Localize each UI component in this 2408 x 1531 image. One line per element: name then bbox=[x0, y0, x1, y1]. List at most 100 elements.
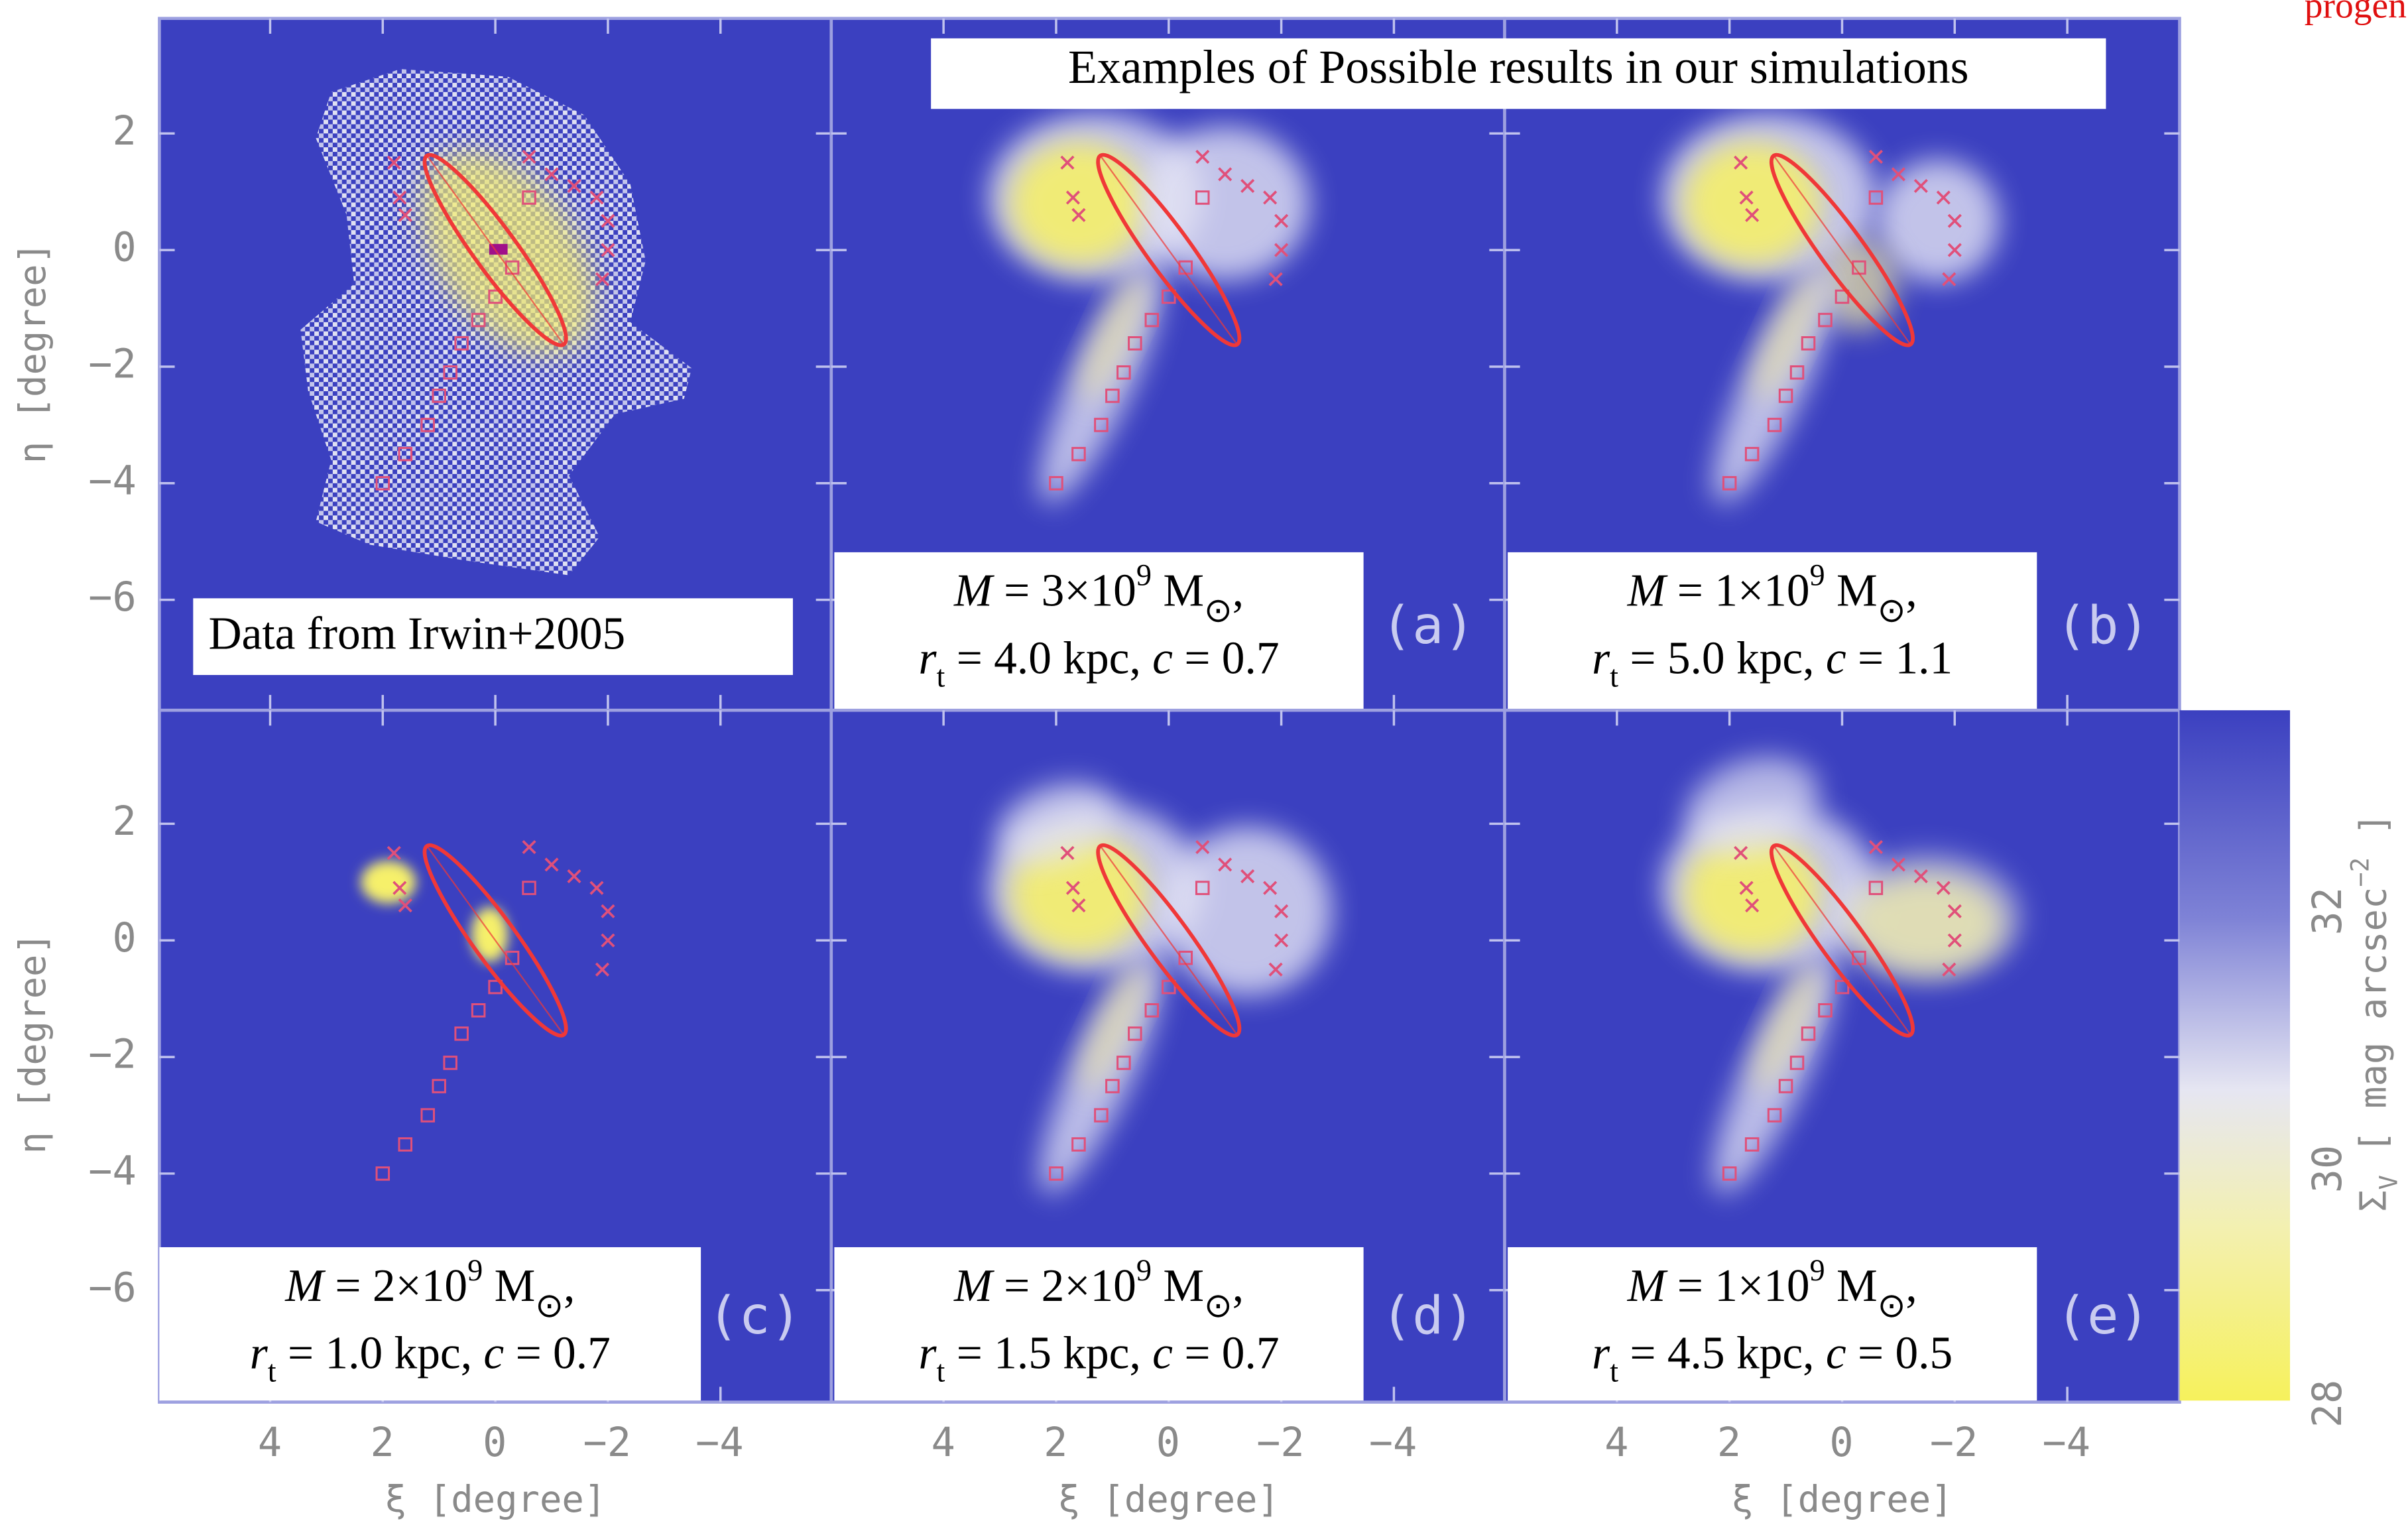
caption-part: 9 bbox=[467, 1254, 483, 1288]
caption-part: = 0.7 bbox=[504, 1327, 611, 1378]
y-tick-label: 2 bbox=[112, 108, 136, 154]
caption-part: c bbox=[1152, 633, 1173, 684]
colorbar bbox=[2179, 710, 2290, 1400]
caption-part: , bbox=[1233, 1260, 1244, 1312]
caption-part: r bbox=[918, 633, 937, 684]
caption-part: ⊙ bbox=[1878, 592, 1906, 629]
caption-part: = 0.7 bbox=[1173, 1327, 1280, 1378]
density-blob bbox=[361, 861, 416, 904]
x-tick-label: 2 bbox=[370, 1420, 394, 1466]
caption-part: M bbox=[284, 1260, 326, 1312]
caption-part: c bbox=[1826, 1327, 1846, 1378]
panel-tag: (e) bbox=[2056, 1285, 2150, 1346]
colorbar-tick-label: 28 bbox=[2305, 1380, 2351, 1428]
caption-part: , bbox=[1233, 566, 1244, 617]
caption-part: , bbox=[1905, 1260, 1917, 1312]
caption-part: = 5.0 kpc, bbox=[1618, 633, 1826, 684]
caption-part: r bbox=[250, 1327, 269, 1378]
panel: M = 3×109 M⊙,rt = 4.0 kpc, c = 0.7(a) bbox=[831, 19, 1505, 710]
caption-part: M bbox=[1825, 1260, 1878, 1312]
colorbar-label-part: ] bbox=[2352, 813, 2395, 857]
y-axis-label: η [degree] bbox=[11, 242, 54, 463]
y-tick-label: 2 bbox=[112, 798, 136, 845]
caption-part: c bbox=[1152, 1327, 1173, 1378]
header: Examples of Possible results in our simu… bbox=[1068, 40, 1969, 93]
caption-part: ⊙ bbox=[535, 1287, 564, 1324]
colorbar-tick-label: 32 bbox=[2305, 887, 2351, 935]
panel: M = 1×109 M⊙,rt = 5.0 kpc, c = 1.1(b) bbox=[1504, 19, 2179, 710]
y-tick-label: −6 bbox=[88, 574, 136, 621]
y-tick-label: −4 bbox=[88, 458, 136, 504]
caption-part: = 1×10 bbox=[1665, 566, 1809, 617]
caption-part: = 4.0 kpc, bbox=[945, 633, 1152, 684]
caption-part: = 1×10 bbox=[1665, 1260, 1809, 1312]
y-tick-label: −4 bbox=[88, 1148, 136, 1195]
x-tick-label: 0 bbox=[483, 1420, 507, 1466]
caption-part: M bbox=[953, 1260, 994, 1312]
x-axis-label: ξ [degree] bbox=[385, 1478, 606, 1521]
caption-part: r bbox=[918, 1327, 937, 1378]
caption-part: = 2×10 bbox=[993, 1260, 1136, 1312]
caption-part: , bbox=[1905, 566, 1917, 617]
panel-tag: (c) bbox=[707, 1285, 802, 1346]
caption-part: t bbox=[936, 1355, 945, 1389]
caption-part: t bbox=[1610, 660, 1618, 694]
caption-part: t bbox=[268, 1355, 276, 1389]
caption-part: = 1.5 kpc, bbox=[945, 1327, 1152, 1378]
caption-part: M bbox=[1825, 566, 1878, 617]
panel-tag: (b) bbox=[2056, 595, 2150, 656]
caption-part: = 1.0 kpc, bbox=[276, 1327, 484, 1378]
caption-part: M bbox=[483, 1260, 535, 1312]
x-tick-label: −4 bbox=[1369, 1420, 1417, 1466]
x-tick-label: 0 bbox=[1156, 1420, 1180, 1466]
y-tick-label: −6 bbox=[88, 1264, 136, 1311]
panel: M = 2×109 M⊙,rt = 1.0 kpc, c = 0.7(c) bbox=[159, 710, 831, 1402]
colorbar-label-part: −2 bbox=[2346, 857, 2375, 887]
caption-part: 9 bbox=[1136, 559, 1152, 593]
caption-part: r bbox=[1592, 633, 1610, 684]
corner-note: progen bbox=[2305, 0, 2407, 27]
caption-part: ⊙ bbox=[1204, 1287, 1233, 1324]
caption-part: M bbox=[1627, 1260, 1668, 1312]
density-blob bbox=[1140, 127, 1309, 280]
x-axis-label: ξ [degree] bbox=[1731, 1478, 1953, 1521]
x-tick-label: −4 bbox=[2043, 1420, 2090, 1466]
caption-part: M bbox=[1152, 566, 1204, 617]
x-tick-label: −2 bbox=[1930, 1420, 1978, 1466]
panel-tag: (a) bbox=[1381, 595, 1475, 656]
colorbar-label-part: Σ bbox=[2352, 1190, 2395, 1211]
caption-part: 9 bbox=[1136, 1254, 1152, 1288]
panel: M = 2×109 M⊙,rt = 1.5 kpc, c = 0.7(d) bbox=[831, 710, 1505, 1402]
x-tick-label: 4 bbox=[258, 1420, 282, 1466]
data-label: Data from Irwin+2005 bbox=[208, 608, 625, 659]
caption-part: 9 bbox=[1810, 559, 1825, 593]
y-tick-label: −2 bbox=[88, 1032, 136, 1078]
caption-part: c bbox=[1826, 633, 1846, 684]
panel: M = 1×109 M⊙,rt = 4.5 kpc, c = 0.5(e) bbox=[1504, 710, 2179, 1402]
x-tick-label: 2 bbox=[1044, 1420, 1067, 1466]
caption-part: M bbox=[1152, 1260, 1204, 1312]
caption-part: 9 bbox=[1810, 1254, 1825, 1288]
y-tick-label: −2 bbox=[88, 341, 136, 388]
x-tick-label: −2 bbox=[583, 1420, 631, 1466]
caption-part: = 2×10 bbox=[324, 1260, 467, 1312]
caption-part: t bbox=[936, 660, 945, 694]
caption-part: ⊙ bbox=[1204, 592, 1233, 629]
caption-part: c bbox=[483, 1327, 504, 1378]
colorbar-label-part: [ mag arcsec bbox=[2352, 887, 2395, 1176]
x-tick-label: −4 bbox=[695, 1420, 743, 1466]
caption-part: M bbox=[953, 566, 994, 617]
x-tick-label: 0 bbox=[1829, 1420, 1853, 1466]
caption-part: , bbox=[564, 1260, 575, 1312]
caption-part: = 1.1 bbox=[1846, 633, 1953, 684]
panel-grid: M = 3×109 M⊙,rt = 4.0 kpc, c = 0.7(a)M =… bbox=[159, 19, 2179, 1402]
y-tick-label: 0 bbox=[112, 915, 136, 961]
caption-part: r bbox=[1592, 1327, 1610, 1378]
colorbar-tick-label: 30 bbox=[2305, 1145, 2351, 1193]
y-tick-label: 0 bbox=[112, 225, 136, 271]
y-axis-label: η [degree] bbox=[11, 932, 54, 1154]
colorbar-label: ΣV [ mag arcsec−2 ] bbox=[2346, 813, 2403, 1212]
colorbar-label-part: V bbox=[2375, 1175, 2403, 1190]
caption-part: = 0.5 bbox=[1846, 1327, 1953, 1378]
caption-part: t bbox=[1610, 1355, 1618, 1389]
